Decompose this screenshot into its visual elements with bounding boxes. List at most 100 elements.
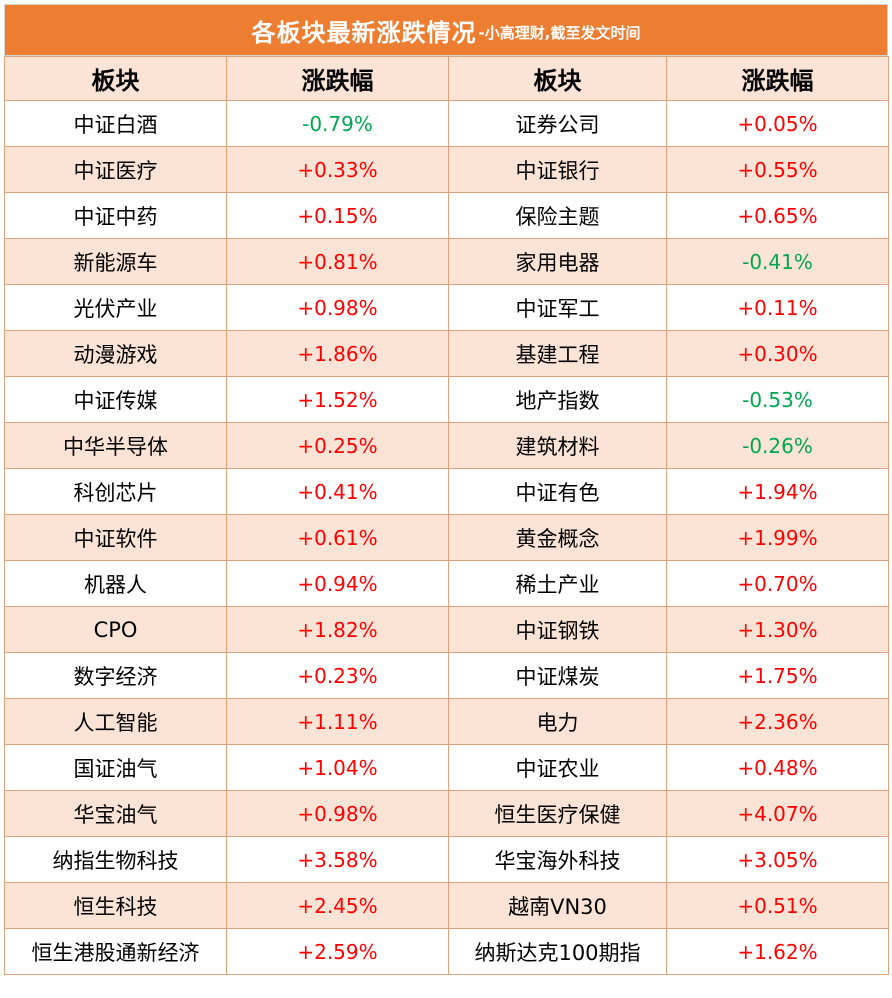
sector-name-right: 基建工程	[448, 330, 667, 377]
sector-name-left: 中华半导体	[4, 422, 227, 469]
table-row: 科创芯片 +0.41% 中证有色 +1.94%	[4, 468, 889, 515]
change-value-left: +0.98%	[226, 284, 449, 331]
sector-name-right: 黄金概念	[448, 514, 667, 561]
table-row: 中证白酒 -0.79% 证券公司 +0.05%	[4, 100, 889, 147]
table-row: 纳指生物科技 +3.58% 华宝海外科技 +3.05%	[4, 836, 889, 883]
table-row: 中华半导体 +0.25% 建筑材料 -0.26%	[4, 422, 889, 469]
sector-name-right: 中证军工	[448, 284, 667, 331]
change-value-right: +1.30%	[666, 606, 889, 653]
change-value-left: +2.45%	[226, 882, 449, 929]
sector-name-left: 中证传媒	[4, 376, 227, 423]
change-value-right: +0.11%	[666, 284, 889, 331]
table-title-bar: 各板块最新涨跌情况 -小高理财,截至发文时间	[4, 4, 888, 56]
change-value-right: +0.30%	[666, 330, 889, 377]
sector-name-left: 动漫游戏	[4, 330, 227, 377]
sector-name-left: 华宝油气	[4, 790, 227, 837]
sector-name-right: 华宝海外科技	[448, 836, 667, 883]
sector-name-left: 恒生港股通新经济	[4, 928, 227, 975]
change-value-left: +3.58%	[226, 836, 449, 883]
sector-name-left: CPO	[4, 606, 227, 653]
change-value-left: +0.33%	[226, 146, 449, 193]
change-value-right: +4.07%	[666, 790, 889, 837]
sector-name-left: 中证白酒	[4, 100, 227, 147]
change-value-left: +0.61%	[226, 514, 449, 561]
sector-name-left: 中证中药	[4, 192, 227, 239]
table-row: 中证传媒 +1.52% 地产指数 -0.53%	[4, 376, 889, 423]
sector-name-right: 越南VN30	[448, 882, 667, 929]
sector-name-left: 数字经济	[4, 652, 227, 699]
sector-performance-table: 板块 涨跌幅 板块 涨跌幅 中证白酒 -0.79% 证券公司 +0.05% 中证医疗 +0…	[4, 56, 889, 975]
table-title: 各板块最新涨跌情况	[251, 18, 477, 47]
change-value-right: -0.53%	[666, 376, 889, 423]
change-value-left: +1.82%	[226, 606, 449, 653]
table-row: 中证中药 +0.15% 保险主题 +0.65%	[4, 192, 889, 239]
sector-name-right: 中证钢铁	[448, 606, 667, 653]
sector-name-left: 光伏产业	[4, 284, 227, 331]
sector-name-right: 恒生医疗保健	[448, 790, 667, 837]
sector-name-right: 地产指数	[448, 376, 667, 423]
sector-name-right: 稀土产业	[448, 560, 667, 607]
table-row: 数字经济 +0.23% 中证煤炭 +1.75%	[4, 652, 889, 699]
sector-name-right: 建筑材料	[448, 422, 667, 469]
change-value-right: +1.62%	[666, 928, 889, 975]
sector-name-left: 纳指生物科技	[4, 836, 227, 883]
table-row: 国证油气 +1.04% 中证农业 +0.48%	[4, 744, 889, 791]
sector-name-right: 保险主题	[448, 192, 667, 239]
change-value-right: +2.36%	[666, 698, 889, 745]
table-row: 恒生科技 +2.45% 越南VN30 +0.51%	[4, 882, 889, 929]
change-value-right: +1.75%	[666, 652, 889, 699]
change-value-right: -0.26%	[666, 422, 889, 469]
change-value-left: +1.52%	[226, 376, 449, 423]
change-value-right: +0.55%	[666, 146, 889, 193]
change-value-left: +2.59%	[226, 928, 449, 975]
change-value-left: +0.81%	[226, 238, 449, 285]
sector-name-left: 中证软件	[4, 514, 227, 561]
table-row: 恒生港股通新经济 +2.59% 纳斯达克100期指 +1.62%	[4, 928, 889, 975]
sector-name-right: 中证有色	[448, 468, 667, 515]
table-row: 机器人 +0.94% 稀土产业 +0.70%	[4, 560, 889, 607]
sector-name-left: 恒生科技	[4, 882, 227, 929]
change-value-left: +0.25%	[226, 422, 449, 469]
change-value-left: +0.98%	[226, 790, 449, 837]
sector-name-left: 新能源车	[4, 238, 227, 285]
change-value-right: +0.65%	[666, 192, 889, 239]
change-value-right: +1.94%	[666, 468, 889, 515]
table-subtitle: -小高理财,截至发文时间	[478, 23, 641, 42]
sector-name-left: 中证医疗	[4, 146, 227, 193]
table-body: 中证白酒 -0.79% 证券公司 +0.05% 中证医疗 +0.33% 中证银行 +0.55%…	[4, 100, 889, 975]
change-value-right: -0.41%	[666, 238, 889, 285]
sector-name-right: 家用电器	[448, 238, 667, 285]
header-change-right: 涨跌幅	[666, 56, 889, 101]
sector-name-left: 科创芯片	[4, 468, 227, 515]
change-value-left: +1.04%	[226, 744, 449, 791]
change-value-right: +0.51%	[666, 882, 889, 929]
sector-name-left: 机器人	[4, 560, 227, 607]
table-row: 中证软件 +0.61% 黄金概念 +1.99%	[4, 514, 889, 561]
change-value-left: -0.79%	[226, 100, 449, 147]
change-value-right: +0.70%	[666, 560, 889, 607]
table-row: CPO +1.82% 中证钢铁 +1.30%	[4, 606, 889, 653]
sector-name-right: 电力	[448, 698, 667, 745]
sector-name-right: 纳斯达克100期指	[448, 928, 667, 975]
table-row: 光伏产业 +0.98% 中证军工 +0.11%	[4, 284, 889, 331]
change-value-left: +1.86%	[226, 330, 449, 377]
change-value-left: +1.11%	[226, 698, 449, 745]
sector-name-left: 人工智能	[4, 698, 227, 745]
change-value-left: +0.41%	[226, 468, 449, 515]
table-row: 人工智能 +1.11% 电力 +2.36%	[4, 698, 889, 745]
header-row: 板块 涨跌幅 板块 涨跌幅	[4, 56, 889, 101]
change-value-left: +0.23%	[226, 652, 449, 699]
change-value-left: +0.15%	[226, 192, 449, 239]
header-sector-right: 板块	[448, 56, 667, 101]
sector-name-right: 中证煤炭	[448, 652, 667, 699]
sector-name-right: 中证银行	[448, 146, 667, 193]
table-row: 中证医疗 +0.33% 中证银行 +0.55%	[4, 146, 889, 193]
sector-name-right: 中证农业	[448, 744, 667, 791]
sector-performance-table-container: 各板块最新涨跌情况 -小高理财,截至发文时间 板块 涨跌幅 板块 涨跌幅 中证白…	[4, 4, 889, 975]
change-value-right: +3.05%	[666, 836, 889, 883]
header-sector-left: 板块	[4, 56, 227, 101]
change-value-right: +0.05%	[666, 100, 889, 147]
table-row: 华宝油气 +0.98% 恒生医疗保健 +4.07%	[4, 790, 889, 837]
header-change-left: 涨跌幅	[226, 56, 449, 101]
table-row: 新能源车 +0.81% 家用电器 -0.41%	[4, 238, 889, 285]
